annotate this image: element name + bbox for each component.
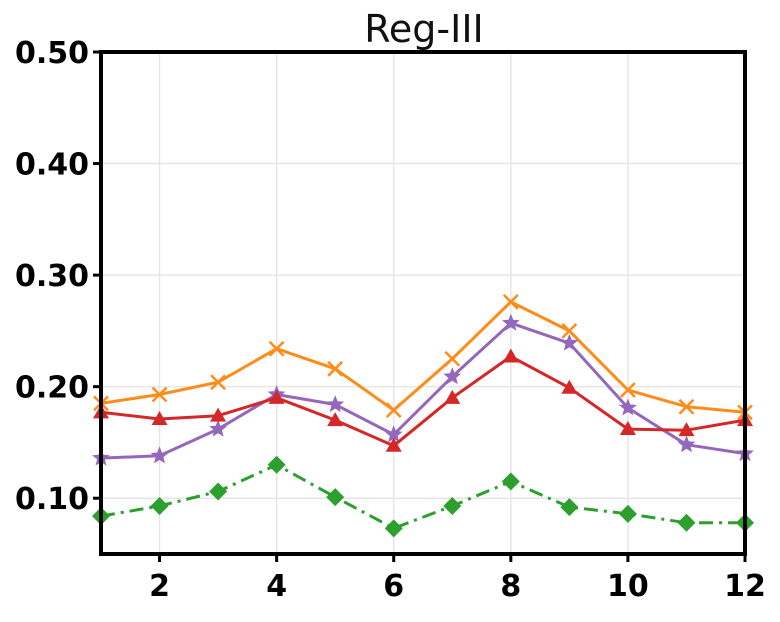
series bbox=[92, 313, 754, 466]
diamond-marker bbox=[384, 519, 403, 538]
triangle-marker bbox=[151, 411, 168, 426]
star-marker bbox=[501, 313, 520, 331]
series bbox=[93, 348, 753, 452]
x-tick-label: 2 bbox=[149, 569, 170, 604]
triangle-marker bbox=[327, 412, 344, 427]
diamond-marker bbox=[618, 504, 637, 523]
y-tick-label: 0.40 bbox=[15, 148, 89, 183]
diamond-marker bbox=[501, 472, 520, 491]
star-marker bbox=[560, 333, 579, 351]
x-marker bbox=[502, 294, 519, 310]
triangle-marker bbox=[210, 407, 227, 422]
series-layer bbox=[92, 294, 754, 538]
diamond-marker bbox=[326, 488, 345, 507]
x-marker bbox=[678, 398, 695, 415]
y-tick-label: 0.50 bbox=[15, 36, 89, 71]
chart-title: Reg-III bbox=[364, 7, 484, 51]
triangle-marker bbox=[444, 389, 461, 404]
x-marker bbox=[327, 360, 344, 377]
series bbox=[93, 294, 753, 421]
triangle-marker bbox=[502, 348, 519, 363]
series-line bbox=[100, 321, 746, 460]
diamond-marker bbox=[443, 497, 462, 516]
x-tick-label: 6 bbox=[383, 569, 404, 604]
x-axis-ticks: 2 4 6 8 10 12 bbox=[149, 554, 766, 604]
x-tick-label: 12 bbox=[724, 569, 766, 604]
star-marker bbox=[677, 435, 696, 453]
triangle-marker bbox=[678, 422, 695, 437]
x-marker bbox=[561, 323, 578, 339]
x-tick-label: 4 bbox=[266, 569, 287, 604]
grid-lines bbox=[101, 51, 746, 554]
x-marker bbox=[620, 382, 636, 398]
triangle-marker bbox=[268, 389, 285, 404]
x-marker bbox=[444, 350, 461, 367]
y-tick-label: 0.20 bbox=[15, 371, 89, 406]
series bbox=[92, 455, 754, 538]
x-marker bbox=[385, 402, 402, 418]
star-marker bbox=[326, 395, 345, 413]
triangle-marker bbox=[561, 379, 578, 394]
diamond-marker bbox=[560, 498, 579, 517]
star-marker bbox=[443, 367, 462, 385]
y-tick-label: 0.10 bbox=[15, 482, 89, 517]
x-tick-label: 10 bbox=[607, 569, 649, 604]
x-marker bbox=[151, 386, 168, 403]
diamond-marker bbox=[209, 482, 228, 501]
series-line bbox=[100, 463, 745, 530]
x-marker bbox=[268, 340, 285, 357]
diamond-marker bbox=[677, 513, 696, 532]
y-tick-label: 0.30 bbox=[15, 259, 89, 294]
y-axis-ticks: 0.10 0.20 0.30 0.40 0.50 bbox=[15, 36, 101, 517]
x-tick-label: 8 bbox=[500, 569, 521, 604]
diamond-marker bbox=[150, 497, 169, 516]
x-marker bbox=[210, 374, 226, 391]
triangle-marker bbox=[385, 437, 402, 452]
star-marker bbox=[150, 446, 169, 464]
series-line bbox=[100, 300, 746, 414]
triangle-marker bbox=[619, 421, 636, 436]
plot-frame bbox=[99, 50, 747, 556]
star-marker bbox=[209, 419, 227, 437]
series-line bbox=[100, 355, 746, 448]
star-marker bbox=[619, 398, 637, 416]
diamond-marker bbox=[267, 455, 286, 474]
